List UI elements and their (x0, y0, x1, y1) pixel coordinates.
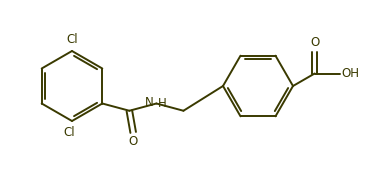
Text: O: O (128, 135, 138, 148)
Text: Cl: Cl (66, 33, 78, 46)
Text: H: H (158, 97, 166, 110)
Text: OH: OH (342, 67, 360, 80)
Text: O: O (310, 36, 319, 48)
Text: Cl: Cl (63, 126, 75, 139)
Text: N: N (145, 96, 153, 109)
